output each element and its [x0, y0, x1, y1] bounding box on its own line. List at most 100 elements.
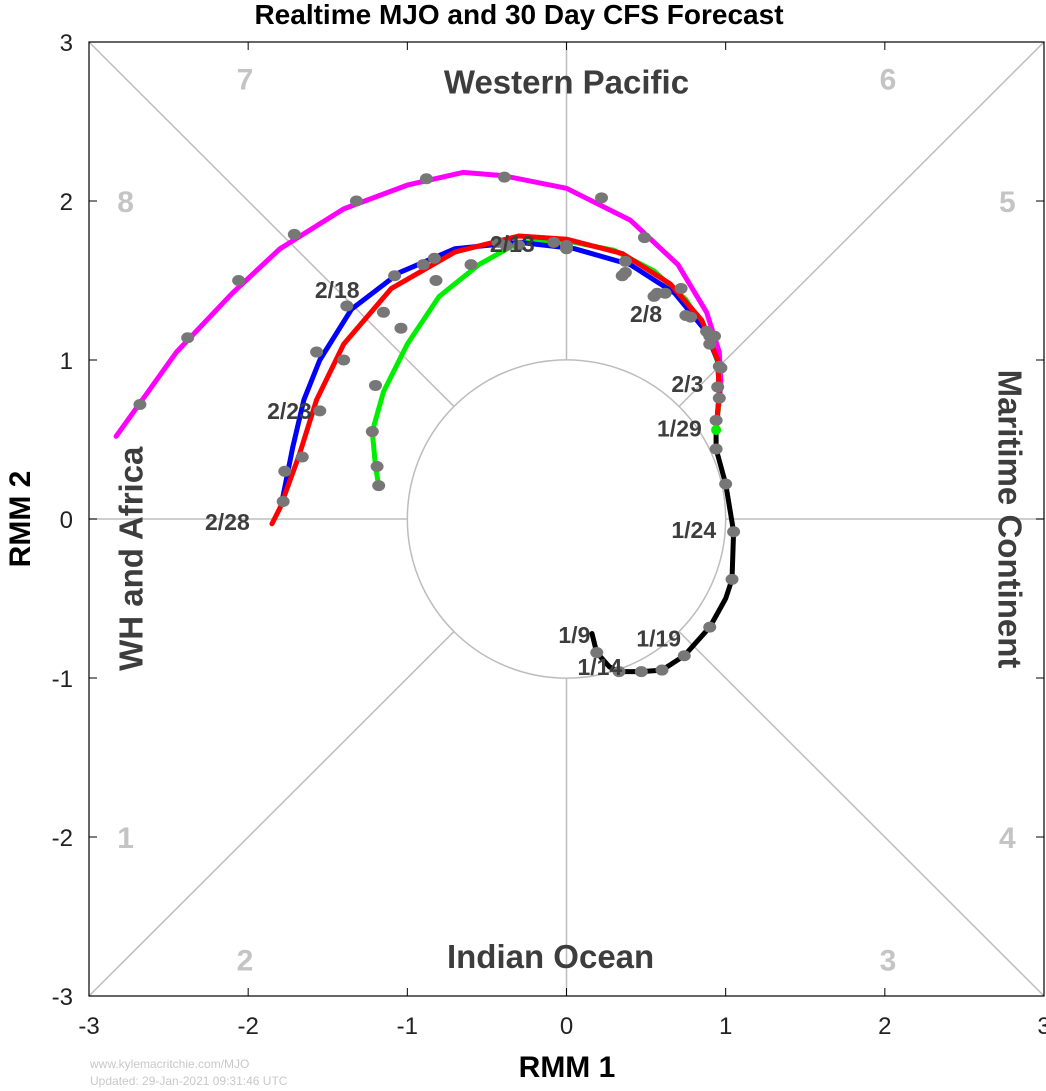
data-point: [703, 621, 717, 633]
x-tick-label: -1: [397, 1013, 418, 1040]
data-point: [370, 461, 384, 473]
x-tick-label: -2: [237, 1013, 258, 1040]
data-point: [340, 300, 354, 312]
phase-number: 3: [880, 944, 897, 977]
x-tick-label: 1: [719, 1013, 732, 1040]
date-label: 2/13: [490, 231, 535, 257]
data-point: [684, 311, 698, 323]
phase-numbers: 1 2 3 4 5 6 7 8: [117, 64, 1016, 978]
date-label: 1/14: [577, 654, 622, 680]
data-point: [677, 650, 691, 662]
series-lines: [113, 169, 737, 675]
y-tick-label: 3: [60, 30, 73, 57]
data-point: [419, 173, 433, 185]
data-point: [276, 496, 290, 508]
data-point: [637, 232, 651, 244]
footer-updated: Updated: 29-Jan-2021 09:31:46 UTC: [90, 1074, 288, 1088]
date-label: 2/8: [630, 301, 662, 327]
data-point: [560, 243, 573, 255]
data-point: [615, 270, 629, 282]
region-labels: Western Pacific Indian Ocean Maritime Cont…: [112, 64, 1029, 975]
diagonal-line: [678, 41, 1045, 407]
data-point: [369, 379, 382, 391]
data-point: [365, 426, 379, 438]
y-tick-label: -2: [52, 825, 73, 852]
y-tick-label: 1: [60, 348, 73, 375]
x-tick-label: 2: [878, 1013, 891, 1040]
data-point: [674, 282, 688, 294]
data-point: [612, 666, 626, 678]
series-markers: [133, 171, 741, 678]
current-point: [711, 424, 722, 435]
plot-frame: [88, 41, 1045, 997]
chart-title: Realtime MJO and 30 Day CFS Forecast: [254, 0, 783, 30]
diagonal-line: [88, 631, 455, 997]
data-point: [714, 362, 728, 374]
series-line: [589, 427, 737, 675]
data-point: [595, 192, 609, 204]
y-tick-label: -1: [52, 666, 73, 693]
x-axis-label: RMM 1: [519, 1051, 616, 1084]
data-point: [464, 259, 478, 271]
footer-url: www.kylemacritchie.com/MJO: [89, 1057, 249, 1071]
data-point: [709, 414, 723, 426]
data-point: [337, 354, 351, 366]
data-point: [547, 236, 561, 248]
data-point: [634, 666, 648, 678]
date-label: 2/3: [671, 371, 703, 397]
data-point: [709, 443, 723, 455]
phase-guide-lines: [88, 41, 1045, 997]
y-tick-label: 2: [60, 189, 73, 216]
data-point: [719, 478, 733, 490]
region-label: Western Pacific: [444, 64, 689, 101]
date-label: 2/18: [315, 277, 360, 303]
data-point: [349, 195, 363, 207]
data-point: [287, 228, 301, 240]
region-label: Maritime Continent: [992, 370, 1029, 669]
x-tick-label: 3: [1037, 1013, 1046, 1040]
data-point: [372, 480, 386, 492]
region-label: Indian Ocean: [447, 938, 654, 975]
data-point: [429, 275, 443, 286]
data-point: [232, 275, 246, 286]
y-tick-label: 0: [60, 507, 73, 534]
date-label: 2/23: [267, 398, 312, 424]
data-point: [310, 346, 324, 358]
phase-number: 7: [237, 64, 254, 97]
phase-number: 1: [117, 822, 134, 855]
phase-number: 5: [999, 186, 1016, 219]
x-tick-label: -3: [78, 1013, 99, 1040]
date-label: 1/19: [636, 625, 681, 651]
diagonal-line: [678, 631, 1045, 997]
data-point: [181, 332, 195, 344]
data-point: [278, 465, 292, 477]
date-label: 2/28: [205, 509, 250, 535]
region-label: WH and Africa: [112, 446, 149, 671]
data-point: [416, 259, 430, 271]
data-point: [618, 255, 632, 267]
data-point: [711, 381, 725, 393]
unit-circle: [406, 359, 727, 679]
data-point: [388, 270, 402, 282]
diagonal-line: [88, 41, 455, 407]
x-tick-label: 0: [560, 1013, 573, 1040]
data-point: [394, 322, 408, 334]
data-point: [655, 664, 669, 676]
date-label: 1/24: [671, 517, 716, 543]
data-point: [590, 647, 604, 659]
axis-ticks: -3 -2 -1 0 1 2 3 -3 -2 -1 0 1 2 3: [52, 30, 1046, 1040]
data-point: [295, 451, 309, 463]
phase-number: 2: [237, 944, 254, 977]
data-point: [313, 405, 327, 417]
data-point: [497, 171, 511, 183]
data-point: [727, 526, 741, 538]
phase-number: 8: [117, 186, 134, 219]
data-point: [703, 330, 717, 342]
date-label: 1/29: [657, 415, 702, 441]
phase-number: 4: [999, 822, 1016, 855]
data-point: [133, 399, 147, 411]
data-point: [376, 306, 390, 318]
date-labels: 1/9 1/14 1/19 1/24 1/29 2/3 2/8 2/13 2/18 2/23 2/2…: [205, 231, 716, 680]
y-axis-label: RMM 2: [4, 471, 37, 568]
